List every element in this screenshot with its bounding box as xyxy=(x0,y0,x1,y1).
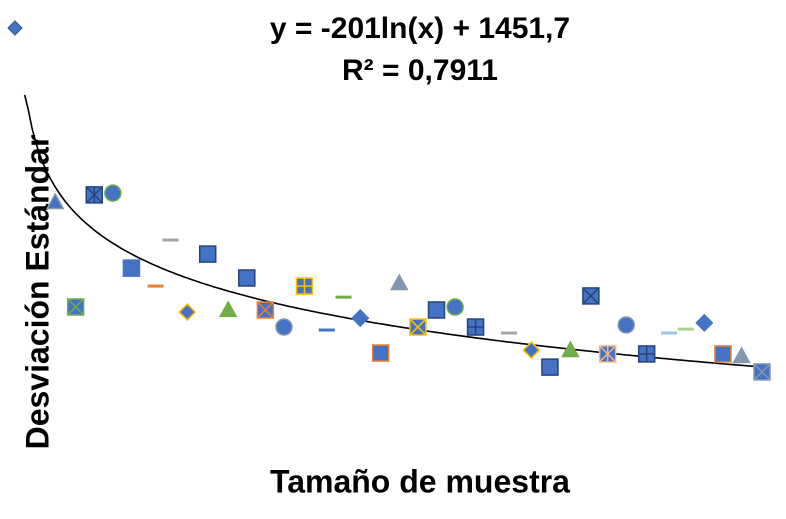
point xyxy=(318,328,335,332)
point xyxy=(256,301,275,319)
marker-body xyxy=(501,331,518,335)
point xyxy=(409,318,427,336)
point xyxy=(295,277,314,295)
point xyxy=(714,345,732,363)
point xyxy=(178,303,197,322)
marker-cross xyxy=(753,363,771,381)
point xyxy=(582,287,600,305)
marker-body xyxy=(275,318,293,336)
point xyxy=(335,295,352,299)
marker-body xyxy=(178,303,197,322)
marker-body xyxy=(351,309,370,328)
marker-body xyxy=(427,301,446,319)
marker-cross xyxy=(67,298,85,316)
marker-body xyxy=(561,340,580,358)
marker-cross xyxy=(409,318,427,336)
marker-body xyxy=(198,245,217,263)
marker-body xyxy=(390,273,409,291)
point xyxy=(147,284,164,288)
marker-body xyxy=(238,269,256,287)
point xyxy=(637,345,656,363)
point xyxy=(198,245,217,263)
point xyxy=(732,346,751,364)
point xyxy=(522,341,541,360)
marker-body xyxy=(541,358,559,376)
point xyxy=(162,238,179,242)
trendline xyxy=(23,94,763,368)
marker-body xyxy=(617,316,635,334)
point xyxy=(85,186,104,204)
point xyxy=(598,345,617,363)
marker-body xyxy=(522,341,541,360)
marker-body xyxy=(335,295,352,299)
point xyxy=(45,192,65,210)
marker-body xyxy=(661,331,677,335)
point xyxy=(218,300,238,318)
point xyxy=(390,273,409,291)
marker-body xyxy=(218,300,238,318)
point xyxy=(561,340,580,358)
y-axis-label: Desviación Estándar xyxy=(19,135,55,450)
point xyxy=(695,313,714,332)
marker-body xyxy=(122,259,141,277)
marker-body xyxy=(371,344,390,362)
marker-body xyxy=(446,298,464,316)
point xyxy=(677,327,694,331)
point xyxy=(371,344,390,362)
point xyxy=(351,309,370,328)
point xyxy=(661,331,677,335)
point xyxy=(617,316,635,334)
point xyxy=(501,331,518,335)
chart-title: y = -201ln(x) + 1451,7 xyxy=(270,12,570,45)
marker-body xyxy=(147,284,164,288)
point xyxy=(275,318,293,336)
point xyxy=(541,358,559,376)
point xyxy=(122,259,141,277)
marker-body xyxy=(45,192,65,210)
point xyxy=(104,184,122,202)
point xyxy=(446,298,464,316)
point xyxy=(427,301,446,319)
marker-cross xyxy=(256,301,274,319)
point xyxy=(238,269,256,287)
x-axis-label: Tamaño de muestra xyxy=(270,463,570,499)
legend-marker xyxy=(7,20,23,36)
point xyxy=(66,298,85,316)
point xyxy=(466,318,485,336)
marker-body xyxy=(714,345,732,363)
point xyxy=(753,363,771,381)
marker-body xyxy=(162,238,179,242)
chart-subtitle: R² = 0,7911 xyxy=(342,54,498,87)
marker-body xyxy=(732,346,751,364)
marker-body xyxy=(695,313,714,332)
marker-body xyxy=(318,328,335,332)
marker-cross xyxy=(582,287,600,305)
marker-body xyxy=(104,184,122,202)
marker-body xyxy=(677,327,694,331)
